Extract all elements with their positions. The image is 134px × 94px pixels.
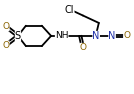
Text: N: N <box>108 31 116 41</box>
Text: O: O <box>3 22 10 31</box>
Text: NH: NH <box>55 31 68 40</box>
Text: N: N <box>92 31 100 41</box>
Text: Cl: Cl <box>65 5 74 15</box>
Text: O: O <box>123 31 130 40</box>
Text: S: S <box>15 31 21 41</box>
Text: O: O <box>79 43 86 52</box>
Text: O: O <box>3 41 10 50</box>
